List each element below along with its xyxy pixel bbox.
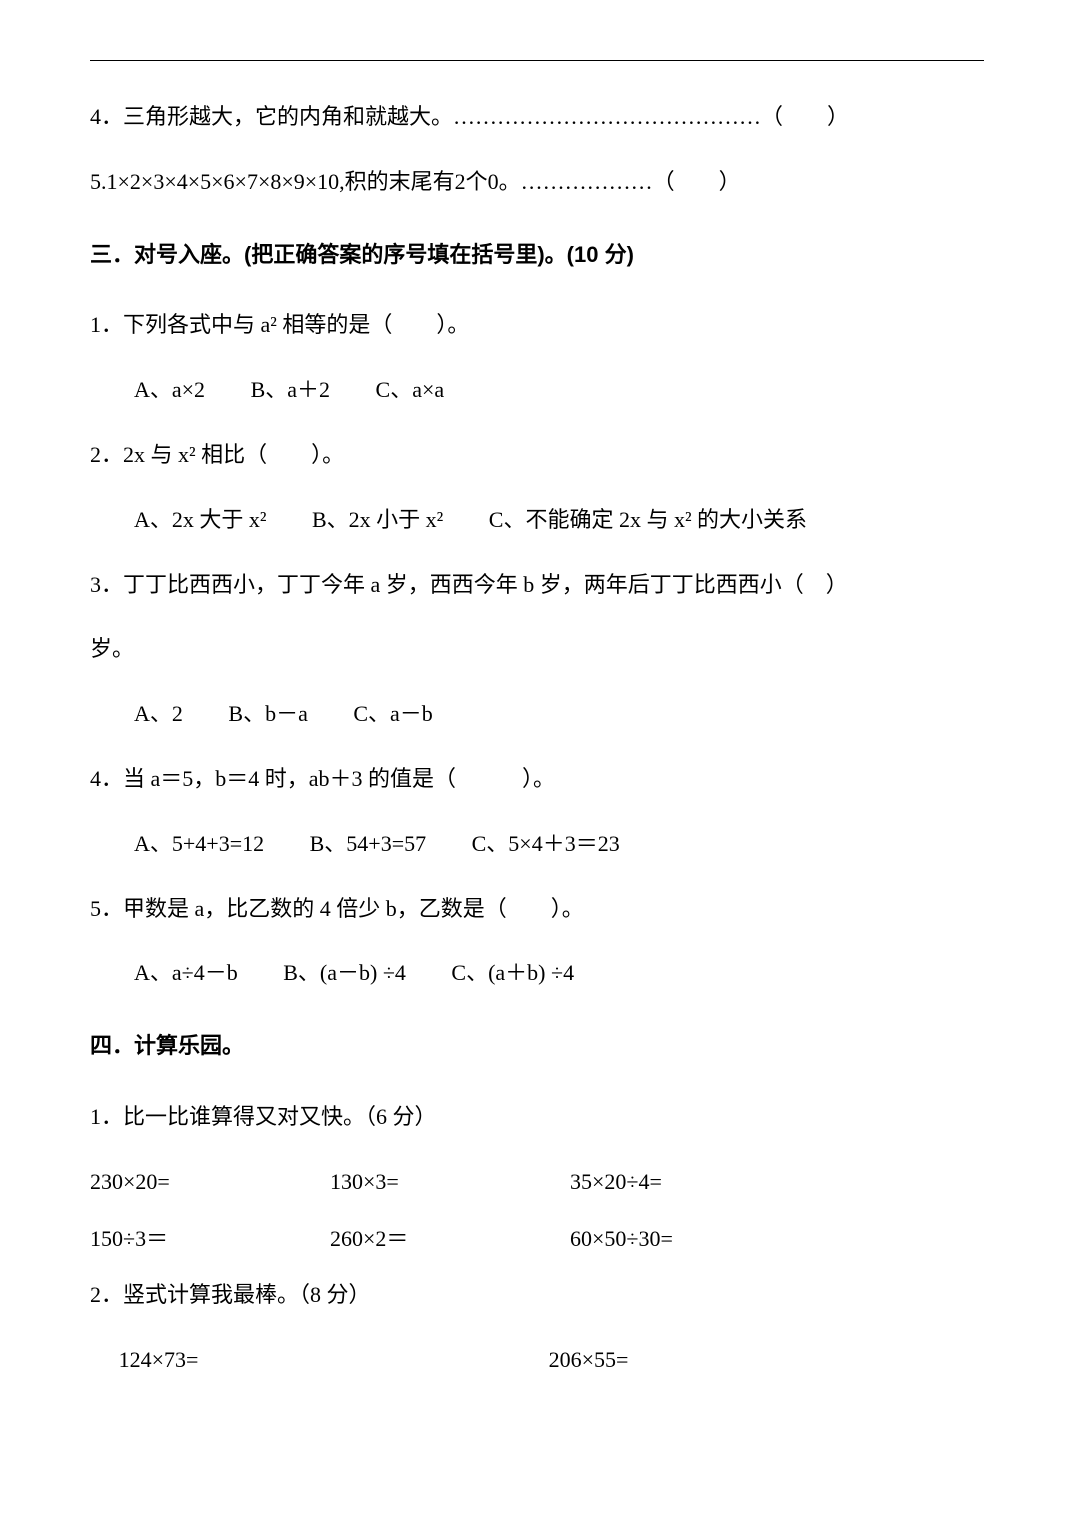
- s4-sub1-heading: 1．比一比谁算得又对又快。（6 分）: [90, 1091, 984, 1144]
- s3-q5-opt-b: B、(a－b) ÷4: [283, 960, 406, 985]
- s3-q3-opt-c: C、a－b: [353, 701, 432, 726]
- s4-sub1-row2: 150÷3＝ 260×2＝ 60×50÷30=: [90, 1213, 984, 1266]
- s4-sub1-r2c3: 60×50÷30=: [570, 1213, 810, 1266]
- s4-sub1-r2c2: 260×2＝: [330, 1213, 570, 1266]
- s3-q2-opt-a: A、2x 大于 x²: [134, 507, 266, 532]
- s4-sub1-r1c3: 35×20÷4=: [570, 1156, 810, 1209]
- s3-q1-stem: 1．下列各式中与 a² 相等的是（ ）。: [90, 299, 984, 352]
- section3-title: 三．对号入座。(把正确答案的序号填在括号里)。(10 分): [90, 229, 984, 282]
- s3-q2-opt-b: B、2x 小于 x²: [312, 507, 443, 532]
- s3-q1-opt-b: B、a＋2: [251, 377, 330, 402]
- s3-q4-options: A、5+4+3=12 B、54+3=57 C、5×4＋3＝23: [90, 818, 984, 871]
- section4-title: 四．计算乐园。: [90, 1020, 984, 1073]
- s3-q2-stem: 2．2x 与 x² 相比（ ）。: [90, 429, 984, 482]
- s3-q4-stem: 4．当 a＝5，b＝4 时，ab＋3 的值是（ ）。: [90, 753, 984, 806]
- s4-sub1-r2c1: 150÷3＝: [90, 1213, 330, 1266]
- judgment-q4-text: 4．三角形越大，它的内角和就越大。……………………………………（ ）: [90, 104, 849, 129]
- judgment-q5-text: 5.1×2×3×4×5×6×7×8×9×10,积的末尾有2个0。………………（ …: [90, 169, 741, 194]
- s4-sub2-r1c2: 206×55=: [549, 1334, 979, 1387]
- s3-q3-opt-a: A、2: [134, 701, 183, 726]
- s3-q4-opt-a: A、5+4+3=12: [134, 831, 264, 856]
- s3-q3-options: A、2 B、b－a C、a－b: [90, 688, 984, 741]
- s4-sub1-row1: 230×20= 130×3= 35×20÷4=: [90, 1156, 984, 1209]
- s3-q1-options: A、a×2 B、a＋2 C、a×a: [90, 364, 984, 417]
- s3-q4-opt-c: C、5×4＋3＝23: [472, 831, 620, 856]
- s3-q5-stem: 5．甲数是 a，比乙数的 4 倍少 b，乙数是（ ）。: [90, 883, 984, 936]
- s3-q5-options: A、a÷4－b B、(a－b) ÷4 C、(a＋b) ÷4: [90, 947, 984, 1000]
- s3-q3-stem-line1: 3．丁丁比西西小，丁丁今年 a 岁，西西今年 b 岁，两年后丁丁比西西小（ ）: [90, 559, 984, 612]
- s3-q3-opt-b: B、b－a: [228, 701, 307, 726]
- s4-sub1-r1c2: 130×3=: [330, 1156, 570, 1209]
- s4-sub2-r1c1: 124×73=: [119, 1334, 549, 1387]
- s3-q1-opt-a: A、a×2: [134, 377, 205, 402]
- s3-q4-opt-b: B、54+3=57: [310, 831, 427, 856]
- s3-q2-opt-c: C、不能确定 2x 与 x² 的大小关系: [489, 507, 807, 532]
- judgment-q4: 4．三角形越大，它的内角和就越大。……………………………………（ ）: [90, 91, 984, 144]
- s4-sub2-heading: 2．竖式计算我最棒。（8 分）: [90, 1269, 984, 1322]
- s3-q1-opt-c: C、a×a: [376, 377, 445, 402]
- s3-q3-stem-line2: 岁。: [90, 623, 984, 676]
- s3-q5-opt-c: C、(a＋b) ÷4: [451, 960, 574, 985]
- s3-q5-opt-a: A、a÷4－b: [134, 960, 238, 985]
- s4-sub2-row1: 124×73= 206×55=: [90, 1334, 984, 1387]
- s3-q2-options: A、2x 大于 x² B、2x 小于 x² C、不能确定 2x 与 x² 的大小…: [90, 494, 984, 547]
- s4-sub1-r1c1: 230×20=: [90, 1156, 330, 1209]
- judgment-q5: 5.1×2×3×4×5×6×7×8×9×10,积的末尾有2个0。………………（ …: [90, 156, 984, 209]
